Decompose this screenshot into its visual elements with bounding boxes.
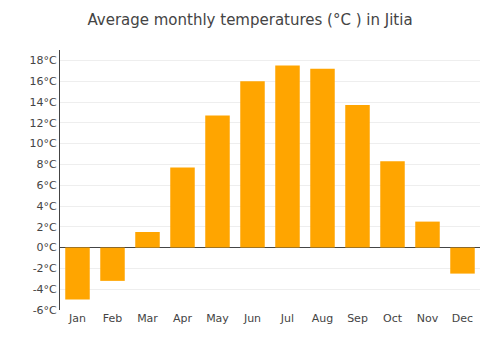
svg-text:-2°C: -2°C <box>33 262 57 275</box>
svg-text:Oct: Oct <box>383 312 403 325</box>
svg-text:2°C: 2°C <box>37 221 57 234</box>
svg-text:Mar: Mar <box>137 312 158 325</box>
svg-text:Apr: Apr <box>173 312 193 325</box>
svg-text:Average monthly temperatures (: Average monthly temperatures (°C ) in Ji… <box>87 11 412 29</box>
svg-text:4°C: 4°C <box>37 200 57 213</box>
svg-text:Aug: Aug <box>312 312 333 325</box>
svg-text:Sep: Sep <box>347 312 368 325</box>
svg-text:18°C: 18°C <box>30 54 57 67</box>
svg-text:Jul: Jul <box>280 312 294 325</box>
svg-text:Feb: Feb <box>103 312 122 325</box>
svg-text:Dec: Dec <box>452 312 473 325</box>
svg-text:May: May <box>206 312 229 325</box>
svg-text:6°C: 6°C <box>37 179 57 192</box>
svg-text:8°C: 8°C <box>37 158 57 171</box>
svg-text:16°C: 16°C <box>30 75 57 88</box>
svg-text:Nov: Nov <box>417 312 439 325</box>
svg-text:Jan: Jan <box>68 312 86 325</box>
svg-text:Jun: Jun <box>243 312 261 325</box>
svg-text:14°C: 14°C <box>30 96 57 109</box>
svg-text:-6°C: -6°C <box>33 304 57 317</box>
svg-text:0°C: 0°C <box>37 241 57 254</box>
svg-text:10°C: 10°C <box>30 137 57 150</box>
svg-text:-4°C: -4°C <box>33 283 57 296</box>
svg-text:12°C: 12°C <box>30 117 57 130</box>
